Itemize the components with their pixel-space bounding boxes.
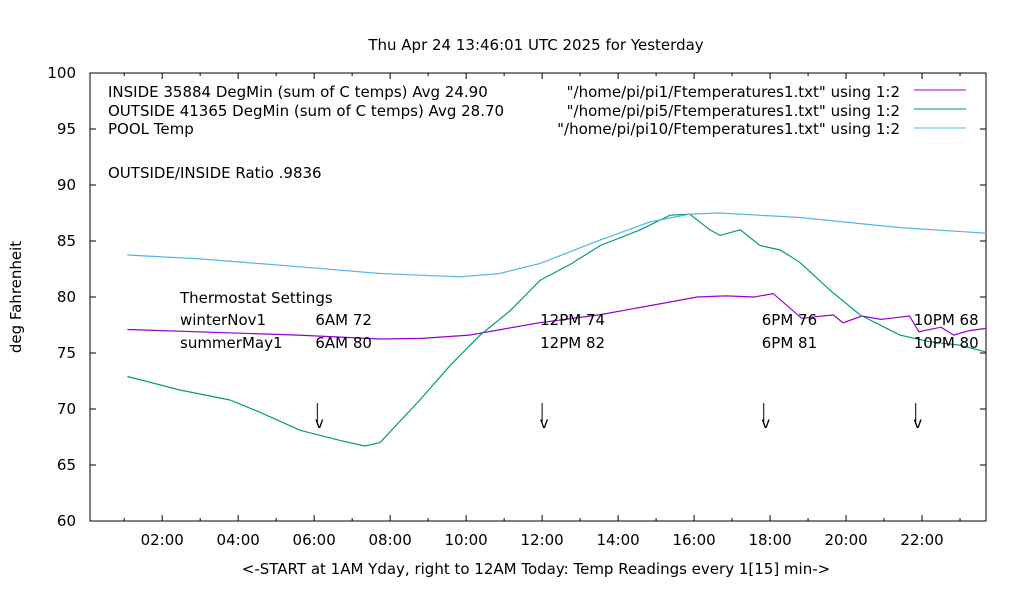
x-tick-label: 04:00 bbox=[217, 531, 260, 549]
y-tick-label: 65 bbox=[57, 456, 76, 474]
y-tick-label: 75 bbox=[57, 344, 76, 362]
series-line-inside bbox=[127, 292, 987, 340]
legend-label-outside: OUTSIDE 41365 DegMin (sum of C temps) Av… bbox=[108, 102, 504, 120]
series-line-outside bbox=[127, 213, 987, 447]
legend-label-inside: INSIDE 35884 DegMin (sum of C temps) Avg… bbox=[108, 83, 488, 101]
legend-label-pool: POOL Temp bbox=[108, 120, 194, 138]
winter-setting: 6AM 72 bbox=[315, 311, 372, 329]
y-tick-label: 60 bbox=[57, 512, 76, 530]
setting-arrow-head: v bbox=[913, 414, 922, 432]
x-tick-label: 06:00 bbox=[293, 531, 336, 549]
x-tick-label: 16:00 bbox=[672, 531, 715, 549]
y-tick-label: 85 bbox=[57, 232, 76, 250]
y-axis-label: deg Fahrenheit bbox=[7, 241, 25, 353]
x-tick-label: 10:00 bbox=[445, 531, 488, 549]
legend-source-outside: "/home/pi/pi5/Ftemperatures1.txt" using … bbox=[567, 102, 900, 120]
summer-setting: 10PM 80 bbox=[914, 334, 979, 352]
x-tick-label: 02:00 bbox=[141, 531, 184, 549]
x-tick-label: 22:00 bbox=[900, 531, 943, 549]
x-tick-label: 14:00 bbox=[596, 531, 639, 549]
summer-label: summerMay1 bbox=[180, 334, 283, 352]
setting-arrow-head: v bbox=[315, 414, 324, 432]
winter-label: winterNov1 bbox=[180, 311, 266, 329]
summer-setting: 6AM 80 bbox=[315, 334, 372, 352]
summer-setting: 6PM 81 bbox=[762, 334, 817, 352]
winter-setting: 12PM 74 bbox=[540, 311, 605, 329]
setting-arrow-head: v bbox=[540, 414, 549, 432]
chart-title: Thu Apr 24 13:46:01 UTC 2025 for Yesterd… bbox=[367, 36, 703, 54]
winter-setting: 10PM 68 bbox=[914, 311, 979, 329]
setting-arrow-head: v bbox=[761, 414, 770, 432]
x-tick-label: 20:00 bbox=[824, 531, 867, 549]
x-tick-label: 08:00 bbox=[369, 531, 412, 549]
ratio-label: OUTSIDE/INSIDE Ratio .9836 bbox=[108, 164, 322, 182]
series-line-pool bbox=[127, 212, 987, 278]
thermostat-title: Thermostat Settings bbox=[179, 289, 333, 307]
y-tick-label: 90 bbox=[57, 176, 76, 194]
y-tick-label: 80 bbox=[57, 288, 76, 306]
y-tick-label: 95 bbox=[57, 120, 76, 138]
summer-setting: 12PM 82 bbox=[540, 334, 605, 352]
y-tick-label: 100 bbox=[47, 64, 76, 82]
x-tick-label: 12:00 bbox=[520, 531, 563, 549]
y-tick-label: 70 bbox=[57, 400, 76, 418]
winter-setting: 6PM 76 bbox=[762, 311, 817, 329]
x-axis-label: <-START at 1AM Yday, right to 12AM Today… bbox=[242, 560, 830, 578]
legend-source-inside: "/home/pi/pi1/Ftemperatures1.txt" using … bbox=[567, 83, 900, 101]
x-tick-label: 18:00 bbox=[748, 531, 791, 549]
legend-source-pool: "/home/pi/pi10/Ftemperatures1.txt" using… bbox=[557, 120, 900, 138]
